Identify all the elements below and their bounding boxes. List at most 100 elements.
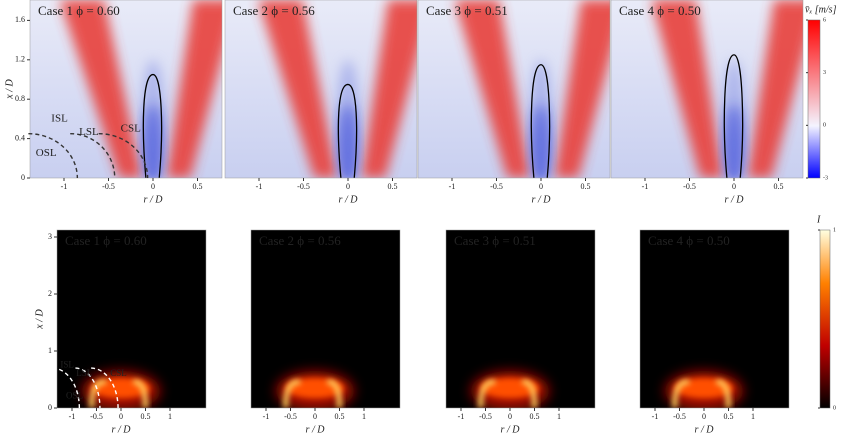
flame-arc [521,379,537,408]
x-axis-label: r / D [112,424,132,435]
x-tick-label: -1 [642,182,649,191]
y-axis-label: x / D [34,309,45,330]
flame-arc [672,379,690,408]
flame-arc [326,379,342,408]
panel-frame [445,229,596,409]
x-tick-label: -0.5 [297,182,310,191]
red-band [747,0,803,178]
annotation: OSL [36,147,57,159]
panel [640,230,789,408]
panel-title: Case 1 ϕ = 0.60 [38,3,120,18]
x-tick-label: -0.5 [284,412,297,421]
shear-layer [75,367,101,409]
colorbar-label: I [816,214,821,225]
x-tick-label: 0 [119,412,123,421]
flame-arc [283,379,301,408]
panel-title: Case 4 ϕ = 0.50 [619,3,701,18]
colorbar-tick-label: 1 [833,227,836,233]
x-tick-label: 0.5 [581,182,591,191]
x-tick-label: -0.5 [683,182,696,191]
panel-frame [224,0,418,179]
red-band [554,0,610,178]
y-tick-label: 1 [48,346,52,355]
x-tick-label: 0 [313,412,317,421]
panel [611,0,803,178]
panel-title: Case 2 ϕ = 0.56 [259,233,341,248]
y-tick-label: 0.4 [15,133,25,142]
panel-frame [250,229,401,409]
panel-title: Case 3 ϕ = 0.51 [426,3,508,18]
panel-frame [639,229,790,409]
x-axis-label: r / D [695,424,715,435]
colorbar-tick-label: 0 [833,405,836,411]
y-tick-label: 3 [48,232,52,241]
contour [337,83,358,178]
x-axis-label: r / D [144,194,164,205]
panel [418,0,610,178]
x-tick-label: 0.5 [193,182,203,191]
annotation: LSL [76,368,92,378]
x-tick-label: 0.5 [335,412,345,421]
x-axis-label: r / D [306,424,326,435]
flame-arc [478,379,496,408]
y-tick-label: 0 [48,403,52,412]
y-tick-label: 0.8 [15,94,25,103]
red-band [166,0,222,178]
x-tick-label: 0 [702,412,706,421]
panel-frame [610,0,804,179]
shear-layer [52,367,81,409]
x-tick-label: -1 [458,412,465,421]
x-tick-label: 1 [168,412,172,421]
y-tick-label: 0 [21,173,25,182]
red-band [361,0,417,178]
x-tick-label: 0 [346,182,350,191]
x-axis-label: r / D [339,194,359,205]
x-tick-label: 0.5 [141,412,151,421]
panel [30,0,222,178]
core-halo [530,59,552,178]
flame-arc [132,379,148,408]
contour [142,73,163,178]
x-tick-label: -1 [61,182,68,191]
x-axis-label: r / D [532,194,552,205]
x-tick-label: 0.5 [388,182,398,191]
shear-layer [91,367,119,409]
panel-title: Case 1 ϕ = 0.60 [65,233,147,248]
annotation: CSL [121,122,141,134]
x-axis-label: r / D [501,424,521,435]
x-tick-label: 1 [362,412,366,421]
panel [446,230,595,408]
x-tick-label: 0 [508,412,512,421]
colorbar-tick-label: 0 [823,123,826,129]
panel-frame [417,0,611,179]
red-band [454,0,531,178]
x-tick-label: 1 [557,412,561,421]
annotation: LSL [79,126,99,138]
core-halo [723,59,745,178]
x-tick-label: 0 [151,182,155,191]
panel-title: Case 2 ϕ = 0.56 [233,3,315,18]
x-tick-label: -0.5 [673,412,686,421]
core-halo [142,59,164,178]
x-tick-label: -1 [652,412,659,421]
x-tick-label: -1 [263,412,270,421]
panel [57,230,206,408]
x-tick-label: -0.5 [102,182,115,191]
x-tick-label: -1 [449,182,456,191]
colorbar [819,229,831,409]
shear-layer [28,132,79,179]
colorbar-label: v̄ₓ [m/s] [805,4,837,15]
x-tick-label: -0.5 [490,182,503,191]
x-tick-label: 0 [539,182,543,191]
flame-arc [89,379,107,408]
panel [225,0,417,178]
y-tick-label: 1.2 [15,55,25,64]
x-tick-label: 0.5 [774,182,784,191]
contour [530,64,551,178]
y-tick-label: 1.6 [15,15,25,24]
panel-frame [29,0,223,179]
panel-title: Case 4 ϕ = 0.50 [648,233,730,248]
y-tick-label: 2 [48,289,52,298]
x-tick-label: 0.5 [530,412,540,421]
